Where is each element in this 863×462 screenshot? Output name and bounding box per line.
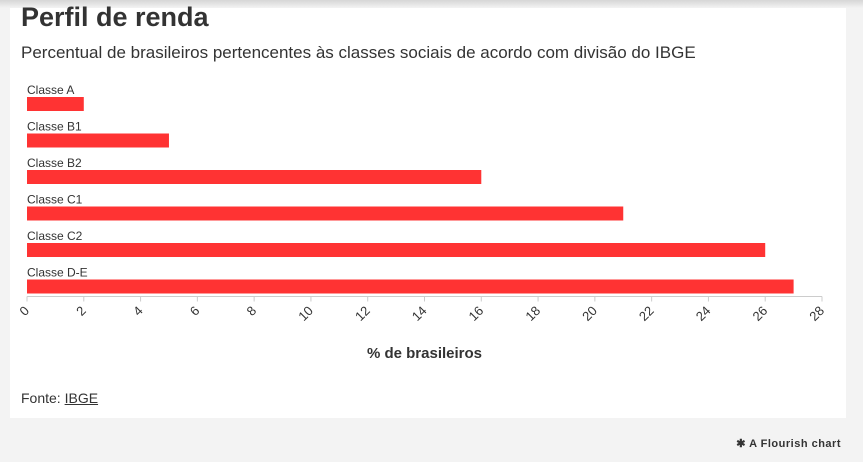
category-label: Classe B1: [27, 120, 82, 134]
x-tick-label: 0: [16, 303, 32, 319]
x-tick-label: 2: [73, 303, 89, 319]
chart-subtitle: Percentual de brasileiros pertencentes à…: [21, 43, 696, 62]
bar[interactable]: [27, 97, 84, 111]
x-tick-label: 24: [693, 303, 714, 324]
bar[interactable]: [27, 206, 624, 221]
x-tick-label: 6: [187, 303, 203, 319]
source-link[interactable]: IBGE: [64, 390, 99, 406]
x-tick-label: 26: [749, 303, 770, 324]
x-tick-label: 28: [806, 303, 827, 324]
x-axis-title: % de brasileiros: [367, 345, 482, 362]
top-shadow: [0, 0, 863, 8]
category-label: Classe D-E: [27, 266, 88, 280]
bar[interactable]: [27, 279, 794, 294]
category-label: Classe B2: [27, 156, 82, 170]
x-tick-label: 20: [579, 303, 600, 324]
bar-chart: Classe A Classe B1 Classe B2 Classe C1 Class…: [16, 83, 827, 362]
x-tick-label: 8: [244, 303, 260, 319]
x-tick-label: 12: [352, 303, 373, 324]
x-tick-label: 16: [466, 303, 487, 324]
category-label: Classe A: [27, 83, 74, 97]
source-note: Fonte: IBGE: [21, 390, 98, 406]
category-label: Classe C2: [27, 229, 83, 243]
x-tick-label: 4: [130, 303, 146, 319]
category-label: Classe C1: [27, 193, 83, 207]
source-prefix: Fonte:: [21, 390, 61, 406]
bar[interactable]: [27, 170, 482, 184]
flourish-credit[interactable]: ✱ A Flourish chart: [736, 437, 841, 450]
x-tick-label: 10: [295, 303, 316, 324]
x-tick-label: 22: [636, 303, 657, 324]
x-tick-label: 14: [409, 303, 430, 324]
x-tick-label: 18: [522, 303, 543, 324]
bar[interactable]: [27, 133, 169, 148]
page-title: Perfil de renda: [21, 2, 209, 32]
flourish-logo-icon: ✱: [736, 438, 746, 450]
bar[interactable]: [27, 243, 766, 257]
flourish-credit-label: A Flourish chart: [749, 438, 841, 450]
